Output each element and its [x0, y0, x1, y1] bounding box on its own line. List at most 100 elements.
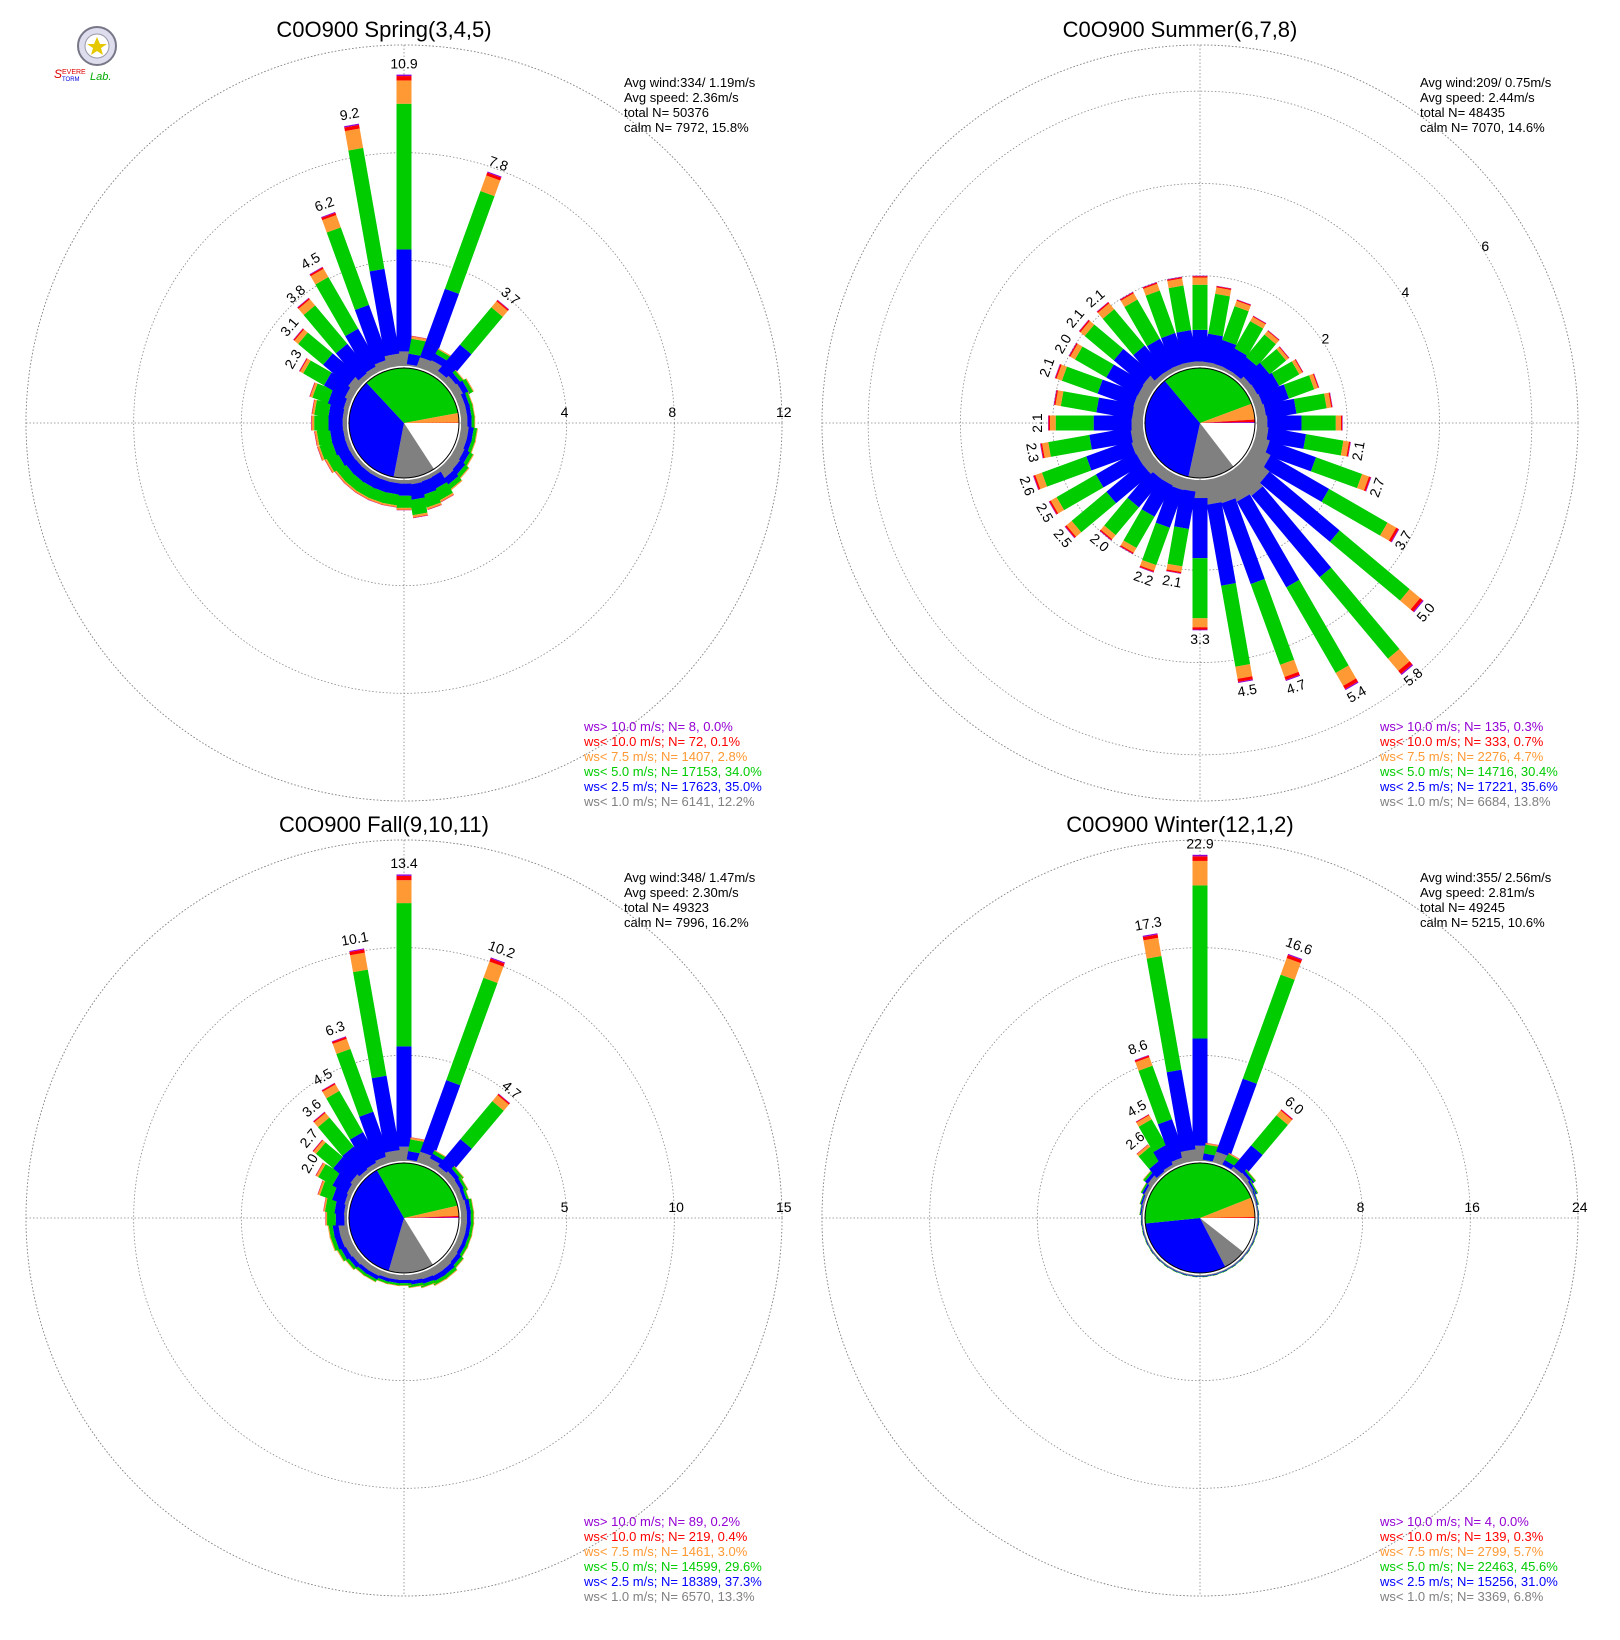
bar-segment-lt5 [452, 370, 465, 384]
ring-label: 4 [561, 404, 569, 420]
bar-segment-lt7_5 [368, 497, 383, 505]
bar-segment-lt7_5 [1143, 283, 1160, 296]
bar-segment-lt7_5 [312, 399, 317, 415]
bar-total-label: 22.9 [1186, 836, 1213, 852]
bar-segment-lt5 [1234, 321, 1264, 356]
bar-segment-lt10 [313, 1111, 326, 1123]
bar-segment-lt7_5 [384, 1283, 400, 1287]
bar-total-label: 2.1 [1161, 572, 1183, 591]
bar-segment-gt10 [396, 874, 412, 876]
ring-label: 16 [1464, 1199, 1480, 1215]
bar-segment-lt10 [1205, 1142, 1221, 1146]
bar-segment-gt10 [413, 515, 428, 519]
bar-segment-lt2_5 [396, 249, 412, 352]
bar-segment-lt2_5 [1259, 471, 1340, 542]
bar-segment-lt7_5 [459, 467, 470, 480]
bar-segment-lt1 [396, 480, 412, 484]
bar-segment-lt5 [312, 383, 333, 404]
bar-segment-lt7_5 [335, 1248, 345, 1262]
bar-segment-lt5 [462, 378, 474, 394]
pie-slice-calm_pie [404, 1218, 459, 1265]
bar-total-label: 2.7 [1366, 475, 1388, 499]
wind-bar [1054, 363, 1150, 411]
bar-segment-lt7_5 [316, 1162, 326, 1178]
wind-bar [416, 171, 502, 373]
legend-entry: ws> 10.0 m/s; N= 4, 0.0% [1379, 1514, 1529, 1529]
bar-segment-lt2_5 [1232, 356, 1258, 382]
bar-segment-lt10 [309, 382, 316, 397]
info-line: total N= 49245 [1420, 900, 1505, 915]
bar-segment-gt10 [312, 1139, 323, 1152]
bar-segment-gt10 [321, 211, 336, 218]
bar-segment-lt2_5 [1192, 329, 1208, 362]
bar-segment-lt7_5 [450, 479, 463, 491]
bar-segment-gt10 [381, 504, 397, 508]
bar-segment-lt2_5 [328, 415, 343, 431]
bar-segment-gt10 [1078, 319, 1089, 332]
bar-segment-lt5 [443, 1266, 457, 1280]
bar-segment-lt7_5 [323, 1196, 328, 1212]
bar-segment-lt5 [1056, 474, 1104, 511]
bar-segment-gt10 [498, 1093, 511, 1104]
ring-label: 15 [776, 1199, 792, 1215]
bar-segment-lt2_5 [345, 328, 380, 373]
bar-segment-gt10 [1136, 1144, 1149, 1155]
bar-segment-gt10 [1205, 1142, 1221, 1146]
bar-segment-gt10 [1267, 330, 1280, 340]
wind-bar [309, 382, 354, 411]
wind-bar [1222, 468, 1359, 691]
grid-ring [867, 90, 1533, 756]
bar-segment-lt2_5 [396, 1046, 412, 1147]
bar-segment-lt2_5 [1247, 1180, 1258, 1195]
bar-segment-lt5 [303, 360, 332, 386]
bar-segment-lt7_5 [1309, 373, 1319, 390]
bar-segment-lt2_5 [1161, 332, 1187, 368]
bar-segment-gt10 [313, 1111, 325, 1122]
bar-segment-lt5 [1074, 346, 1114, 378]
bar-segment-lt10 [1363, 476, 1371, 492]
bar-segment-lt2_5 [1223, 348, 1248, 375]
bar-segment-lt10 [427, 504, 442, 510]
bar-segment-lt2_5 [396, 1279, 412, 1284]
bar-segment-lt7_5 [350, 952, 368, 973]
bar-segment-lt5 [1138, 1119, 1167, 1153]
bar-segment-lt5 [1192, 284, 1208, 330]
svg-text:S: S [54, 67, 62, 81]
bar-segment-lt10 [1069, 343, 1078, 357]
bar-segment-lt7_5 [1192, 860, 1208, 886]
bar-segment-lt10 [1049, 500, 1059, 515]
bar-segment-lt7_5 [1100, 525, 1116, 540]
pie-slice-gt10 [404, 1217, 459, 1218]
bar-segment-gt10 [368, 499, 383, 506]
bar-segment-lt10 [1286, 954, 1302, 964]
bar-segment-lt7_5 [491, 301, 508, 317]
legend-entry: ws> 10.0 m/s; N= 89, 0.2% [583, 1514, 741, 1529]
bar-segment-lt5 [1251, 1115, 1288, 1156]
bar-segment-lt7_5 [294, 329, 308, 344]
bar-segment-lt5 [1142, 522, 1170, 566]
bar-segment-lt5 [1138, 1146, 1161, 1170]
bar-segment-lt5 [1260, 349, 1287, 375]
bar-segment-lt2_5 [1264, 440, 1317, 472]
wind-bar [396, 874, 412, 1161]
bar-segment-lt7_5 [421, 1282, 436, 1289]
bar-segment-lt5 [298, 332, 333, 365]
bar-segment-lt7_5 [1250, 316, 1266, 329]
bar-segment-lt10 [1166, 569, 1182, 574]
bar-segment-lt1 [384, 1149, 402, 1164]
windrose-panel: 5 10 1513.410.24.72.02.73.64.56.310.1C0O90… [25, 812, 792, 1604]
bar-segment-lt2_5 [333, 1156, 360, 1183]
legend-entry: ws< 2.5 m/s; N= 15256, 31.0% [1379, 1574, 1558, 1589]
bar-segment-lt10 [1278, 346, 1290, 359]
bar-segment-lt2_5 [354, 304, 389, 365]
wind-bar [313, 1111, 374, 1180]
bar-segment-gt10 [1285, 674, 1301, 682]
bar-segment-lt10 [1055, 364, 1062, 379]
bar-segment-lt5 [344, 1256, 357, 1270]
bar-segment-lt5 [362, 1272, 378, 1282]
bar-segment-lt10 [293, 328, 305, 341]
bar-segment-lt5 [1071, 491, 1117, 533]
bar-segment-lt7_5 [1166, 563, 1183, 573]
pie-slice-lt10 [1200, 1216, 1255, 1218]
wind-bar [426, 1263, 448, 1287]
